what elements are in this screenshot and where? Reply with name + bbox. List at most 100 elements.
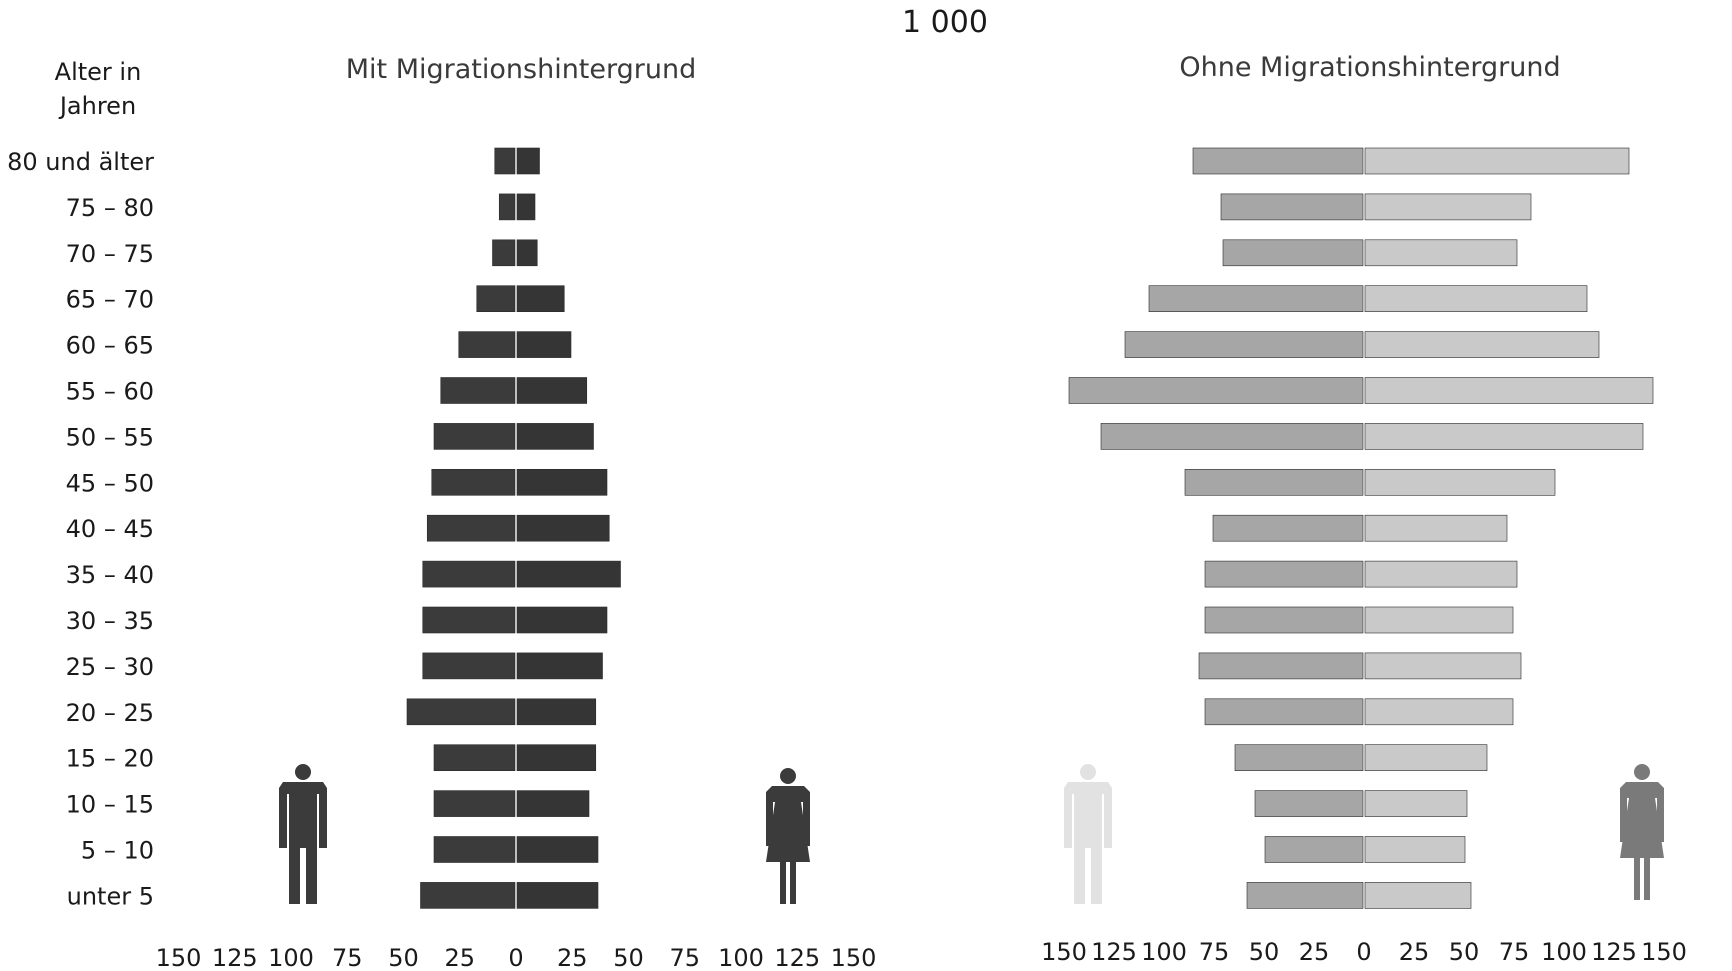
bar-ohne-right xyxy=(1364,377,1654,404)
x-tick-label: 75 xyxy=(1499,938,1530,966)
bar-ohne-right xyxy=(1364,514,1508,542)
x-tick-label: 75 xyxy=(332,944,363,971)
x-tick-label: 50 xyxy=(1449,938,1480,966)
age-label: 15 – 20 xyxy=(66,745,154,773)
x-tick-label: 50 xyxy=(613,944,644,971)
x-tick-label: 100 xyxy=(268,944,314,971)
bar-mit-right xyxy=(516,514,610,542)
age-label: 45 – 50 xyxy=(66,469,154,497)
bar-ohne-right xyxy=(1364,652,1522,680)
bar-ohne-right xyxy=(1364,606,1514,634)
age-header-line-2: Jahren xyxy=(58,92,136,120)
x-tick-label: 125 xyxy=(774,944,820,971)
x-tick-label: 150 xyxy=(1641,938,1687,966)
bar-ohne-right xyxy=(1364,560,1518,588)
bar-ohne-right xyxy=(1364,744,1488,772)
bar-mit-left xyxy=(494,147,516,175)
age-label: 80 und älter xyxy=(7,148,154,176)
bar-mit-right xyxy=(516,652,603,680)
x-axis-mit: 150 125 100 75 50 25 0 25 50 75 100 125 150 xyxy=(156,944,877,971)
bar-mit-right xyxy=(516,744,597,772)
bar-mit-left xyxy=(433,790,516,817)
bar-mit-left xyxy=(476,285,516,313)
age-label: 20 – 25 xyxy=(66,699,154,727)
bar-mit-right xyxy=(516,193,536,221)
bar-mit-right xyxy=(516,423,594,450)
bar-ohne-left xyxy=(1204,698,1364,726)
x-tick-label: 75 xyxy=(669,944,700,971)
pyramid-ohne-migrationshintergrund xyxy=(1068,147,1654,909)
x-tick-label: 100 xyxy=(718,944,764,971)
bar-mit-right xyxy=(516,377,588,404)
bar-ohne-left xyxy=(1198,652,1364,680)
age-label: 75 – 80 xyxy=(66,194,154,222)
x-axis-ohne: 150 125 100 75 50 25 0 25 50 75 100 125 150 xyxy=(1041,938,1687,966)
bar-ohne-right xyxy=(1364,882,1472,909)
x-tick-label: 50 xyxy=(1249,938,1280,966)
bar-mit-left xyxy=(440,377,516,404)
bar-mit-right xyxy=(516,239,538,267)
bar-mit-right xyxy=(516,468,608,496)
bar-mit-right xyxy=(516,147,540,175)
bar-mit-right xyxy=(516,698,597,726)
bar-mit-left xyxy=(420,882,516,909)
bar-mit-right xyxy=(516,560,621,588)
x-tick-label: 150 xyxy=(156,944,202,971)
male-figure-icon xyxy=(1064,764,1112,904)
x-tick-label: 100 xyxy=(1141,938,1187,966)
bar-mit-left xyxy=(458,331,516,358)
female-figure-icon xyxy=(766,768,810,904)
age-label: 70 – 75 xyxy=(66,240,154,268)
male-figure-icon xyxy=(279,764,327,904)
age-label: 30 – 35 xyxy=(66,607,154,635)
bar-ohne-left xyxy=(1246,882,1364,909)
bar-mit-left xyxy=(422,606,516,634)
bar-ohne-left xyxy=(1254,790,1364,817)
age-labels: 80 und älter 75 – 80 70 – 75 65 – 70 60 – 65… xyxy=(7,148,154,910)
bar-mit-right xyxy=(516,882,599,909)
bar-ohne-left xyxy=(1222,239,1364,267)
x-tick-label: 0 xyxy=(1356,938,1371,966)
age-label: 25 – 30 xyxy=(66,653,154,681)
bar-ohne-right xyxy=(1364,285,1588,313)
bar-ohne-left xyxy=(1100,423,1364,450)
bar-mit-left xyxy=(433,836,516,863)
age-label: 60 – 65 xyxy=(66,332,154,360)
pyramid-mit-migrationshintergrund xyxy=(406,147,621,909)
bar-mit-right xyxy=(516,285,565,313)
bar-ohne-right xyxy=(1364,698,1514,726)
female-figure-icon xyxy=(1620,764,1664,900)
bar-ohne-left xyxy=(1204,606,1364,634)
bar-mit-right xyxy=(516,836,599,863)
bar-mit-left xyxy=(433,423,516,450)
bar-ohne-right xyxy=(1364,193,1532,221)
bar-ohne-left xyxy=(1234,744,1364,772)
age-label: 65 – 70 xyxy=(66,286,154,314)
x-tick-label: 125 xyxy=(1091,938,1137,966)
bar-ohne-right xyxy=(1364,423,1644,450)
bar-ohne-left xyxy=(1148,285,1364,313)
x-tick-label: 125 xyxy=(212,944,258,971)
x-tick-label: 0 xyxy=(508,944,523,971)
bar-ohne-left xyxy=(1124,331,1364,358)
bar-mit-right xyxy=(516,790,590,817)
x-tick-label: 100 xyxy=(1541,938,1587,966)
bar-mit-left xyxy=(431,468,516,496)
x-tick-label: 75 xyxy=(1199,938,1230,966)
bar-ohne-right xyxy=(1364,790,1468,817)
x-tick-label: 25 xyxy=(1399,938,1430,966)
bar-ohne-left xyxy=(1184,468,1364,496)
bar-mit-left xyxy=(406,698,516,726)
bar-mit-left xyxy=(498,193,516,221)
age-label: unter 5 xyxy=(67,882,154,910)
bar-mit-right xyxy=(516,606,608,634)
x-tick-label: 150 xyxy=(1041,938,1087,966)
bar-ohne-right xyxy=(1364,147,1630,175)
bar-mit-right xyxy=(516,331,572,358)
x-tick-label: 25 xyxy=(557,944,588,971)
bar-ohne-left xyxy=(1068,377,1364,404)
x-tick-label: 50 xyxy=(388,944,419,971)
x-tick-label: 150 xyxy=(831,944,877,971)
bar-ohne-left xyxy=(1192,147,1364,175)
